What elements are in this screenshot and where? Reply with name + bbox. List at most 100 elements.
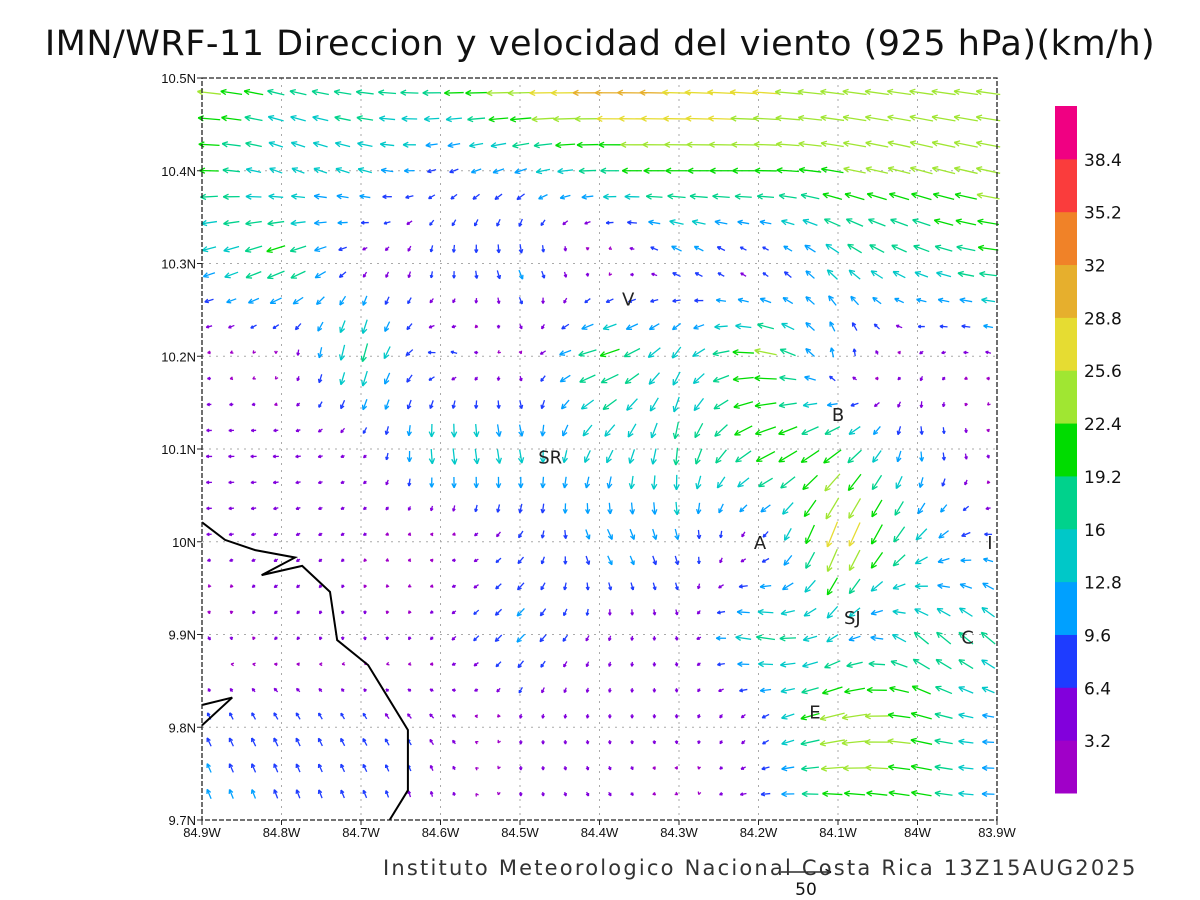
arrow-shaft bbox=[647, 347, 661, 358]
wind-arrow bbox=[825, 243, 840, 254]
wind-arrow bbox=[941, 452, 946, 461]
wind-arrow bbox=[892, 608, 906, 616]
wind-arrow bbox=[911, 790, 932, 797]
wind-arrow bbox=[977, 218, 1000, 226]
arrow-head bbox=[540, 483, 544, 489]
wind-arrow bbox=[820, 140, 844, 148]
wind-arrow bbox=[273, 532, 279, 537]
arrow-head bbox=[469, 145, 476, 149]
arrow-head bbox=[865, 764, 872, 769]
arrow-head bbox=[557, 167, 564, 173]
arrow-head bbox=[870, 585, 875, 592]
arrow-head bbox=[618, 115, 625, 120]
arrow-head bbox=[451, 584, 455, 588]
wind-arrow bbox=[452, 791, 457, 796]
wind-arrow bbox=[229, 376, 234, 381]
wind-arrow bbox=[563, 740, 568, 745]
arrow-head bbox=[495, 585, 498, 590]
arrow-head bbox=[541, 249, 545, 253]
arrow-head bbox=[871, 510, 874, 517]
wind-arrow bbox=[274, 402, 278, 406]
wind-arrow bbox=[360, 343, 369, 363]
arrow-head bbox=[296, 636, 299, 640]
arrow-head bbox=[709, 170, 716, 174]
wind-arrow bbox=[563, 765, 568, 771]
wind-arrow bbox=[696, 556, 701, 565]
arrow-head bbox=[665, 170, 672, 174]
arrow-head bbox=[778, 456, 783, 463]
arrow-shaft bbox=[826, 521, 839, 548]
wind-arrow bbox=[781, 322, 795, 331]
wind-arrow bbox=[628, 475, 635, 490]
wind-arrow bbox=[652, 714, 657, 719]
wind-arrow bbox=[630, 661, 634, 667]
wind-arrow bbox=[934, 790, 953, 797]
wind-arrow bbox=[937, 557, 950, 564]
arrow-head bbox=[780, 664, 787, 668]
arrow-head bbox=[842, 764, 849, 769]
wind-arrow bbox=[207, 636, 211, 641]
arrow-head bbox=[363, 558, 366, 562]
arrow-head bbox=[731, 141, 738, 146]
arrow-head bbox=[891, 244, 897, 251]
wind-arrow bbox=[982, 582, 995, 590]
wind-arrow bbox=[819, 739, 845, 747]
arrow-shaft bbox=[830, 347, 835, 358]
arrow-head bbox=[296, 584, 299, 588]
arrow-head bbox=[317, 378, 320, 383]
wind-arrow bbox=[338, 344, 346, 361]
wind-arrow bbox=[312, 141, 328, 148]
wind-arrow bbox=[540, 530, 545, 539]
wind-arrow bbox=[629, 246, 635, 251]
arrow-shaft bbox=[582, 424, 593, 437]
wind-arrow bbox=[888, 764, 911, 771]
arrow-head bbox=[914, 558, 920, 564]
wind-arrow bbox=[652, 766, 656, 770]
arrow-head bbox=[296, 402, 299, 407]
arrow-head bbox=[674, 586, 679, 591]
arrow-head bbox=[273, 506, 277, 510]
arrow-head bbox=[911, 193, 917, 199]
y-tick-label: 10.4N bbox=[161, 164, 196, 179]
arrow-head bbox=[430, 558, 434, 561]
wind-arrow bbox=[717, 272, 725, 277]
arrow-head bbox=[976, 88, 983, 92]
arrow-head bbox=[607, 767, 611, 771]
arrow-head bbox=[805, 539, 811, 545]
arrow-shaft bbox=[268, 141, 284, 148]
wind-arrow bbox=[696, 610, 701, 615]
wind-arrow bbox=[585, 661, 590, 668]
arrow-head bbox=[425, 144, 432, 148]
arrow-head bbox=[608, 586, 612, 591]
arrow-shaft bbox=[912, 685, 931, 695]
arrow-shaft bbox=[585, 476, 590, 489]
arrow-head bbox=[652, 767, 656, 770]
wind-arrow bbox=[953, 114, 978, 122]
arrow-head bbox=[936, 608, 942, 614]
arrow-head bbox=[918, 482, 921, 488]
wind-arrow bbox=[805, 270, 815, 279]
arrow-shaft bbox=[206, 737, 212, 747]
wind-arrow bbox=[474, 350, 479, 355]
arrow-head bbox=[318, 532, 321, 536]
wind-arrow bbox=[955, 218, 977, 226]
wind-arrow bbox=[474, 270, 479, 279]
arrow-head bbox=[336, 195, 342, 200]
wind-arrow bbox=[673, 501, 680, 516]
arrow-head bbox=[467, 115, 474, 121]
arrow-head bbox=[892, 608, 899, 612]
arrow-shaft bbox=[694, 245, 704, 252]
arrow-head bbox=[911, 685, 917, 692]
wind-arrow bbox=[781, 790, 795, 798]
arrow-head bbox=[801, 790, 808, 795]
arrow-shaft bbox=[844, 687, 866, 693]
arrow-head bbox=[719, 792, 723, 796]
arrow-head bbox=[762, 740, 765, 745]
arrow-head bbox=[652, 637, 655, 641]
wind-arrow bbox=[207, 558, 212, 562]
arrow-head bbox=[340, 636, 344, 641]
arrow-head bbox=[958, 738, 965, 742]
arrow-head bbox=[360, 355, 364, 362]
arrow-head bbox=[718, 584, 721, 589]
arrow-head bbox=[518, 249, 523, 254]
